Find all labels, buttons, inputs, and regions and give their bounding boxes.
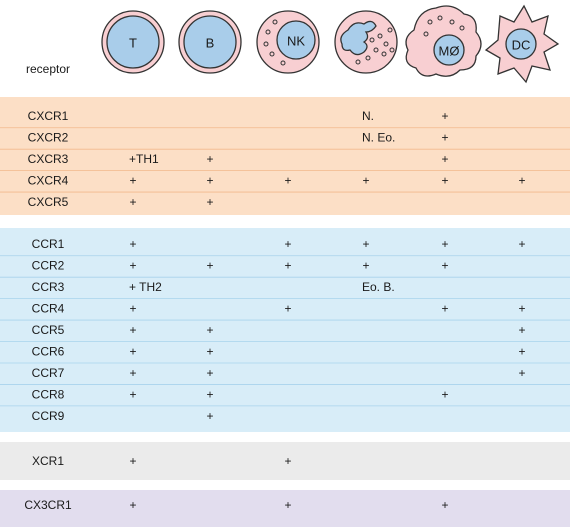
group-band (0, 228, 570, 432)
receptor-name: CX3CR1 (24, 498, 72, 512)
expression-mark: + (284, 237, 291, 251)
expression-mark: + (284, 498, 291, 512)
expression-mark: + (206, 323, 213, 337)
expression-mark: + (441, 259, 448, 273)
expression-mark: + (206, 409, 213, 423)
receptor-name: CXCR2 (28, 131, 69, 145)
expression-mark: + (441, 387, 448, 401)
expression-mark: + (518, 174, 525, 188)
expression-mark: + (441, 109, 448, 123)
receptor-name: CXCR3 (28, 152, 69, 166)
expression-mark: + (129, 195, 136, 209)
expression-mark: + (129, 366, 136, 380)
expression-mark: + (206, 152, 213, 166)
expression-mark: + (441, 152, 448, 166)
expression-mark: + (206, 366, 213, 380)
expression-mark: + (206, 195, 213, 209)
expression-mark: + (441, 131, 448, 145)
receptor-name: CCR3 (32, 280, 65, 294)
expression-mark: + (441, 302, 448, 316)
expression-mark: + (129, 302, 136, 316)
expression-mark: + (129, 259, 136, 273)
cell-icons (101, 4, 560, 84)
granulocyte-nucleus (340, 20, 377, 56)
cell-label: T (129, 35, 137, 50)
b-cell-nucleus (183, 15, 237, 69)
expression-mark: + (284, 174, 291, 188)
expression-mark: + (129, 498, 136, 512)
expression-mark: + (206, 344, 213, 358)
receptor-name: CXCR1 (28, 109, 69, 123)
expression-mark: +TH1 (129, 152, 159, 166)
receptor-name: CXCR4 (28, 174, 69, 188)
expression-mark: + (284, 259, 291, 273)
receptor-name: CCR6 (32, 344, 65, 358)
expression-mark: + (206, 259, 213, 273)
expression-mark: + (518, 344, 525, 358)
expression-mark: + (129, 237, 136, 251)
expression-mark: + (518, 237, 525, 251)
expression-mark: N. Eo. (362, 131, 395, 145)
expression-mark: + (518, 302, 525, 316)
expression-mark: + (441, 174, 448, 188)
expression-mark: + (129, 387, 136, 401)
expression-mark: + (129, 174, 136, 188)
receptor-name: XCR1 (32, 454, 64, 468)
receptor-name: CCR5 (32, 323, 65, 337)
expression-mark: + (284, 302, 291, 316)
macrophage-granules (423, 15, 465, 37)
nk-granules (263, 19, 286, 66)
receptor-name: CXCR5 (28, 195, 69, 209)
group-band (0, 490, 570, 527)
cell-label: NK (287, 33, 305, 48)
expression-mark: + (129, 344, 136, 358)
expression-mark: + (362, 174, 369, 188)
receptor-name: CCR8 (32, 387, 65, 401)
cell-label: MØ (439, 43, 460, 58)
row-header: receptor (26, 62, 70, 76)
t-cell-nucleus (106, 15, 160, 69)
macrophage-nucleus (433, 34, 465, 66)
expression-mark: + (206, 387, 213, 401)
expression-mark: + (441, 237, 448, 251)
expression-mark: + (441, 498, 448, 512)
nk-cell-nucleus (276, 20, 316, 60)
expression-mark: N. (362, 109, 374, 123)
expression-mark: + (518, 323, 525, 337)
group-band (0, 97, 570, 215)
receptor-name: CCR4 (32, 302, 65, 316)
group-band (0, 442, 570, 480)
cell-label: DC (512, 37, 531, 52)
expression-mark: + (129, 454, 136, 468)
dendritic-cell-nucleus (505, 28, 537, 60)
receptor-name: CCR1 (32, 237, 65, 251)
expression-mark: + (206, 174, 213, 188)
expression-mark: + (129, 323, 136, 337)
receptor-name: CCR2 (32, 259, 65, 273)
cell-label: B (206, 35, 215, 50)
expression-mark: + (362, 237, 369, 251)
expression-mark: + (518, 366, 525, 380)
expression-mark: Eo. B. (362, 280, 395, 294)
expression-mark: + (362, 259, 369, 273)
granulocyte-granules (355, 27, 395, 65)
table-body: CXCR1 N. + CXCR2 N. Eo. + CXCR3 +TH1 + + CXCR4 + + + +… (0, 97, 570, 527)
receptor-name: CCR9 (32, 409, 65, 423)
expression-mark: + (284, 454, 291, 468)
receptor-name: CCR7 (32, 366, 65, 380)
expression-mark: + TH2 (129, 280, 162, 294)
